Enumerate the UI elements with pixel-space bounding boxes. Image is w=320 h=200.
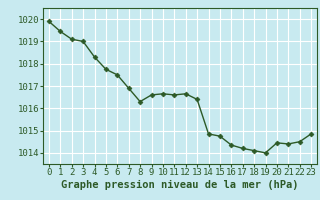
X-axis label: Graphe pression niveau de la mer (hPa): Graphe pression niveau de la mer (hPa) (61, 180, 299, 190)
